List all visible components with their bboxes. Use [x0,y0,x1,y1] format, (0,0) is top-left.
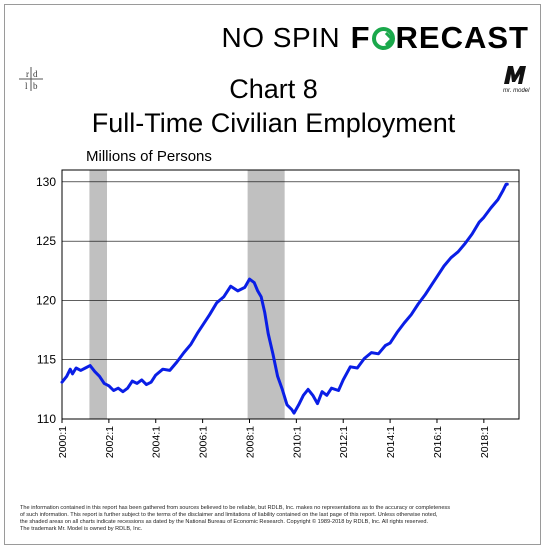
x-tick-label-2004: 2004:1 [151,426,163,458]
x-tick-label-2008: 2008:1 [244,426,256,458]
employment-series-line [60,182,509,415]
brand-text-forecast: F RECAST [351,20,529,55]
chart-title: Full-Time Civilian Employment [91,108,456,138]
plot-border [61,169,520,420]
svg-text:mr. model: mr. model [503,88,530,94]
x-tick-label-2018: 2018:1 [479,426,491,458]
chart-title-number: Chart 8 [229,74,318,104]
brand-forecast-f: F [350,20,371,55]
brand-logo: NO SPIN F RECAST [0,20,529,56]
footer-line-4: The trademark Mr. Model is owned by RDLB… [20,526,143,532]
recession-band-1 [89,170,107,419]
y-tick-label-115: 115 [37,353,56,367]
y-tick-label-125: 125 [36,234,56,248]
footer-line-2: of such information. This report is furt… [20,512,438,518]
x-tick-label-2010: 2010:1 [291,426,303,458]
svg-text:l: l [25,81,28,91]
y-axis-label: Millions of Persons [86,148,212,165]
brand-text-no-spin: NO SPIN [221,22,341,53]
svg-text:b: b [33,81,38,91]
x-tick-label-2012: 2012:1 [338,426,350,458]
x-tick-label-2006: 2006:1 [198,426,210,458]
svg-text:d: d [33,69,38,79]
mr-model-logo-icon: mr. model [503,66,530,94]
brand-o-ring-icon [371,27,395,50]
x-tick-label-2000: 2000:1 [57,426,69,458]
x-tick-label-2014: 2014:1 [385,426,397,458]
y-tick-label-120: 120 [36,293,56,307]
x-tick-label-2002: 2002:1 [104,426,116,458]
footer-disclaimer: The information contained in this report… [20,505,535,533]
footer-line-3: the shaded areas on all charts indicate … [20,519,429,525]
footer-line-1: The information contained in this report… [20,505,451,511]
rdlb-logo-icon: r d l b [19,67,43,91]
chart-area: 110 115 120 125 130 2000:1 2002:1 2004:1 2006:1 2… [36,169,520,458]
brand-forecast-rest: RECAST [395,20,529,55]
svg-text:r: r [26,69,29,79]
y-tick-label-110: 110 [37,412,56,426]
x-tick-label-2016: 2016:1 [432,426,444,458]
y-tick-label-130: 130 [36,175,56,189]
page-frame [4,4,541,545]
